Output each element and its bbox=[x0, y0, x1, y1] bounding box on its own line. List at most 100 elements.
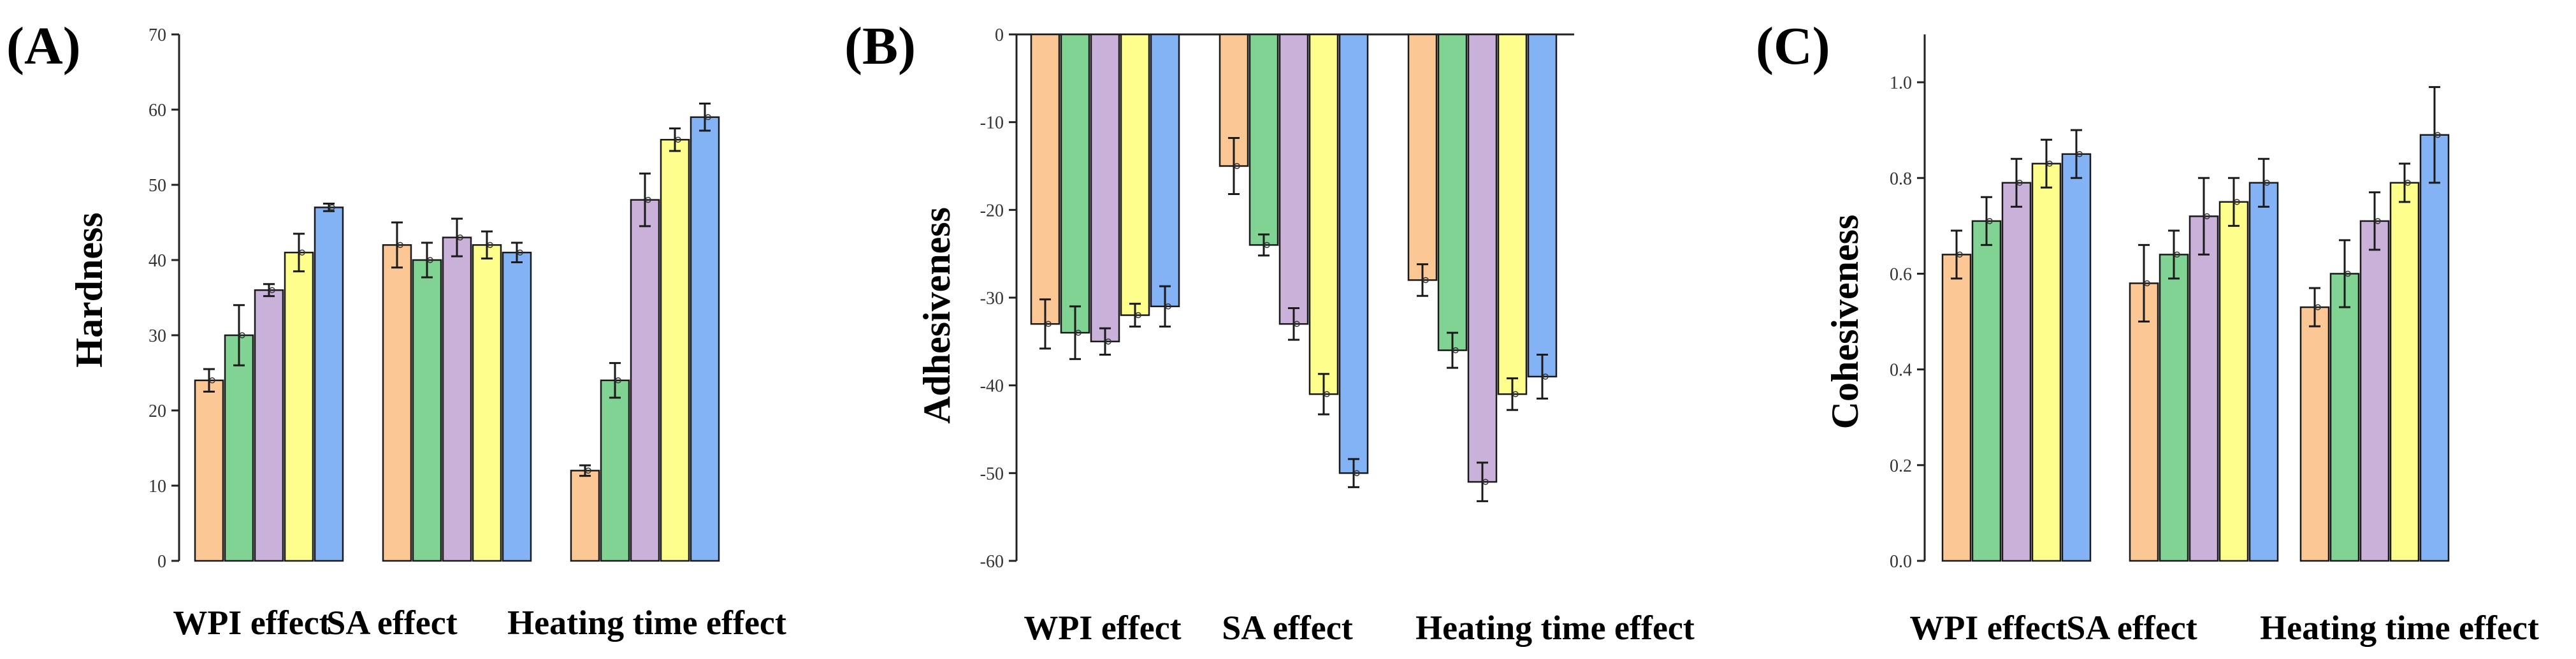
panel-a-tick-label: 70 bbox=[148, 25, 166, 45]
panel-a-ylabel: Hardness bbox=[68, 212, 110, 367]
panel-a-ticks: 0 10 20 30 40 50 60 70 bbox=[148, 25, 179, 572]
mean-marker bbox=[1512, 391, 1519, 398]
panel-a-tick-label: 30 bbox=[148, 326, 166, 346]
bar bbox=[600, 379, 630, 562]
mean-marker bbox=[1234, 163, 1240, 170]
mean-marker bbox=[2234, 199, 2240, 205]
bar bbox=[2001, 182, 2032, 562]
panel-c-category-labels: WPI effect SA effect Heating time effect bbox=[1909, 609, 2539, 647]
bar bbox=[1407, 33, 1438, 281]
mean-marker bbox=[2375, 218, 2381, 224]
panel-b-tick-label: -30 bbox=[980, 289, 1004, 308]
bar bbox=[2031, 163, 2062, 562]
panel-a-category-heating: Heating time effect bbox=[507, 604, 786, 642]
bar bbox=[1060, 33, 1090, 334]
panel-a-tick-label: 60 bbox=[148, 101, 166, 120]
panel-b-ylabel: Adhesiveness bbox=[916, 207, 958, 424]
bar bbox=[382, 244, 412, 562]
bar bbox=[412, 259, 442, 562]
mean-marker bbox=[1105, 338, 1111, 345]
bar bbox=[570, 470, 600, 562]
panel-c-tick-label: 0.2 bbox=[1890, 456, 1912, 476]
bar bbox=[254, 289, 284, 562]
panel-c-ylabel: Cohesiveness bbox=[1824, 215, 1866, 430]
mean-marker bbox=[2076, 150, 2083, 157]
mean-marker bbox=[427, 257, 433, 263]
panel-a-category-labels: WPI effect SA effect Heating time effect bbox=[173, 604, 786, 642]
mean-marker bbox=[1482, 479, 1489, 485]
panel-b: (B) Adhesiveness 0 -10 -20 -30 -40 -50 -60 WPI… bbox=[844, 17, 1695, 647]
mean-marker bbox=[675, 136, 681, 143]
panel-b-category-sa: SA effect bbox=[1222, 609, 1352, 647]
mean-marker bbox=[2345, 270, 2351, 277]
panel-c-label: (C) bbox=[1756, 17, 1830, 76]
mean-marker bbox=[1542, 373, 1549, 380]
mean-marker bbox=[1045, 321, 1052, 328]
mean-marker bbox=[457, 234, 463, 241]
bar bbox=[1308, 33, 1339, 395]
mean-marker bbox=[2144, 280, 2150, 287]
mean-marker bbox=[645, 196, 651, 203]
bar bbox=[630, 199, 660, 562]
panel-b-category-heating: Heating time effect bbox=[1415, 609, 1695, 647]
bar bbox=[1030, 33, 1060, 325]
bar bbox=[2129, 282, 2159, 562]
bar bbox=[2189, 215, 2219, 562]
bar bbox=[1248, 33, 1279, 246]
bar bbox=[1527, 33, 1558, 378]
bar bbox=[2218, 201, 2249, 562]
mean-marker bbox=[1986, 218, 1993, 224]
panel-c-category-heating: Heating time effect bbox=[2260, 609, 2539, 647]
bar bbox=[502, 251, 532, 562]
mean-marker bbox=[329, 204, 335, 211]
mean-marker bbox=[1354, 470, 1360, 477]
mean-marker bbox=[2046, 160, 2053, 167]
mean-marker bbox=[1135, 312, 1141, 319]
panel-c-bars bbox=[1941, 86, 2450, 562]
mean-marker bbox=[1264, 242, 1270, 249]
panel-a-tick-label: 10 bbox=[148, 477, 166, 496]
mean-marker bbox=[705, 114, 711, 120]
panel-b-category-wpi: WPI effect bbox=[1024, 609, 1181, 647]
bar bbox=[1338, 33, 1369, 474]
panel-b-bars bbox=[1030, 33, 1558, 502]
bar bbox=[284, 251, 314, 562]
mean-marker bbox=[487, 242, 493, 249]
panel-c-category-wpi: WPI effect bbox=[1909, 609, 2067, 647]
bar bbox=[472, 244, 502, 562]
panel-a-category-sa: SA effect bbox=[326, 604, 457, 642]
bar bbox=[1497, 33, 1528, 395]
mean-marker bbox=[1452, 347, 1459, 354]
bar bbox=[314, 206, 344, 562]
mean-marker bbox=[1324, 391, 1330, 398]
bar bbox=[1120, 33, 1150, 316]
panel-b-tick-label: -20 bbox=[980, 201, 1004, 221]
mean-marker bbox=[615, 377, 621, 384]
panel-b-tick-label: -40 bbox=[980, 377, 1004, 396]
mean-marker bbox=[1957, 251, 1963, 258]
mean-marker bbox=[2315, 304, 2321, 310]
mean-marker bbox=[2016, 180, 2023, 186]
bar bbox=[2329, 273, 2360, 562]
mean-marker bbox=[1294, 321, 1300, 328]
panel-c-tick-label: 0.6 bbox=[1890, 264, 1912, 284]
panel-c-tick-label: 1.0 bbox=[1890, 73, 1912, 93]
bar bbox=[2389, 182, 2420, 562]
panel-b-category-labels: WPI effect SA effect Heating time effect bbox=[1024, 609, 1695, 647]
panel-c-category-sa: SA effect bbox=[2066, 609, 2197, 647]
mean-marker bbox=[1422, 277, 1429, 284]
mean-marker bbox=[397, 242, 403, 249]
panel-c: (C) Cohesiveness 0.0 0.2 0.4 0.6 0.8 1.0 WPI … bbox=[1756, 17, 2539, 647]
panel-a-category-wpi: WPI effect bbox=[173, 604, 330, 642]
panel-a-tick-label: 40 bbox=[148, 251, 166, 271]
panel-a-tick-label: 50 bbox=[148, 176, 166, 196]
panel-a: (A) Hardness 0 10 20 30 40 50 60 70 WPI effect … bbox=[6, 17, 786, 642]
bar bbox=[2359, 220, 2390, 562]
bar bbox=[224, 334, 254, 562]
panel-c-ticks: 0.0 0.2 0.4 0.6 0.8 1.0 bbox=[1890, 73, 1925, 572]
mean-marker bbox=[269, 287, 275, 293]
panel-a-label: (A) bbox=[6, 17, 81, 76]
bar bbox=[1437, 33, 1468, 351]
mean-marker bbox=[517, 249, 523, 256]
